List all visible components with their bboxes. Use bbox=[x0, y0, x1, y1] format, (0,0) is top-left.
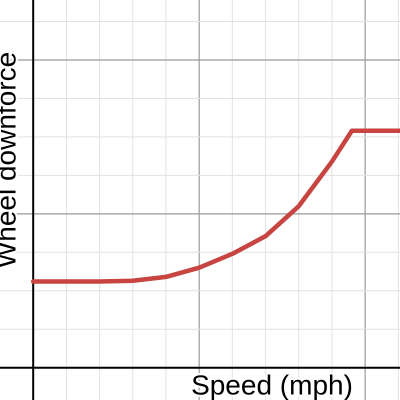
x-axis-label: Speed (mph) bbox=[191, 369, 353, 400]
y-axis-label: Wheel downforce bbox=[0, 52, 21, 268]
curve bbox=[30, 128, 400, 284]
plot bbox=[30, 128, 400, 284]
